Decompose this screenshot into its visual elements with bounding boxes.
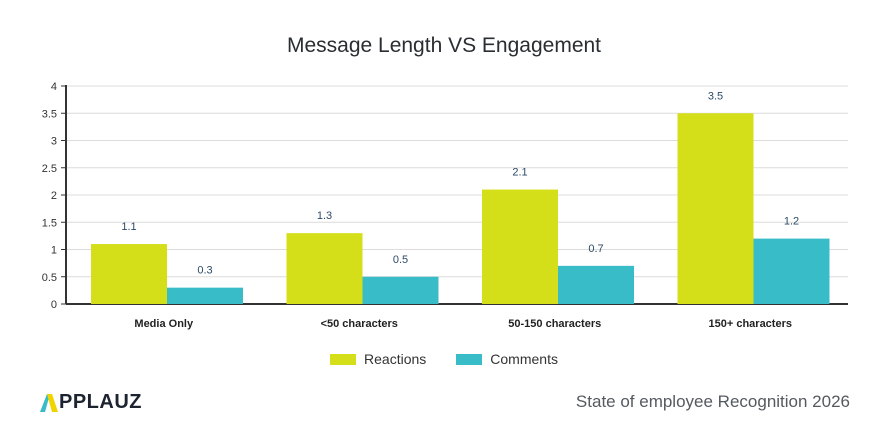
legend-label: Reactions <box>364 351 427 367</box>
legend: Reactions Comments <box>0 351 888 367</box>
legend-swatch <box>330 353 357 365</box>
x-tick-label: Media Only <box>134 318 194 330</box>
bar-reactions <box>286 233 363 304</box>
data-label: 1.3 <box>317 210 332 222</box>
footer-caption: State of employee Recognition 2026 <box>575 392 850 411</box>
y-tick-label: 4 <box>51 81 57 93</box>
data-label: 0.7 <box>588 243 603 255</box>
data-label: 2.1 <box>512 167 527 179</box>
legend-label: Comments <box>490 351 558 367</box>
bar-reactions <box>482 189 558 304</box>
logo-text: PPLAUZ <box>59 391 142 413</box>
logo-mark-icon <box>40 393 58 412</box>
legend-item-comments[interactable]: Comments <box>456 351 558 367</box>
x-tick-label: <50 characters <box>321 318 398 330</box>
y-tick-label: 1.5 <box>42 217 57 229</box>
bar-comments <box>167 287 243 304</box>
bar-comments <box>558 265 634 304</box>
y-tick-label: 1 <box>51 245 57 257</box>
x-tick-label: 50-150 characters <box>508 318 601 330</box>
bar-reactions <box>677 113 754 304</box>
y-tick-label: 3.5 <box>42 108 57 120</box>
bar-reactions <box>91 244 167 304</box>
y-tick-label: 0.5 <box>42 272 57 284</box>
legend-swatch <box>456 353 483 365</box>
legend-item-reactions[interactable]: Reactions <box>330 351 426 367</box>
y-tick-label: 2.5 <box>42 163 57 175</box>
y-tick-label: 3 <box>51 136 57 148</box>
data-label: 1.2 <box>784 216 799 228</box>
data-label: 0.3 <box>197 265 212 277</box>
y-tick-label: 0 <box>51 299 57 311</box>
applauz-logo: PPLAUZ <box>40 391 142 414</box>
data-label: 0.5 <box>393 254 408 266</box>
data-label: 1.1 <box>121 221 136 233</box>
y-tick-label: 2 <box>51 190 57 202</box>
data-label: 3.5 <box>708 90 723 102</box>
x-tick-label: 150+ characters <box>709 318 792 330</box>
chart-title: Message Length VS Engagement <box>286 34 602 57</box>
bar-comments <box>753 238 830 304</box>
bar-comments <box>362 276 439 304</box>
